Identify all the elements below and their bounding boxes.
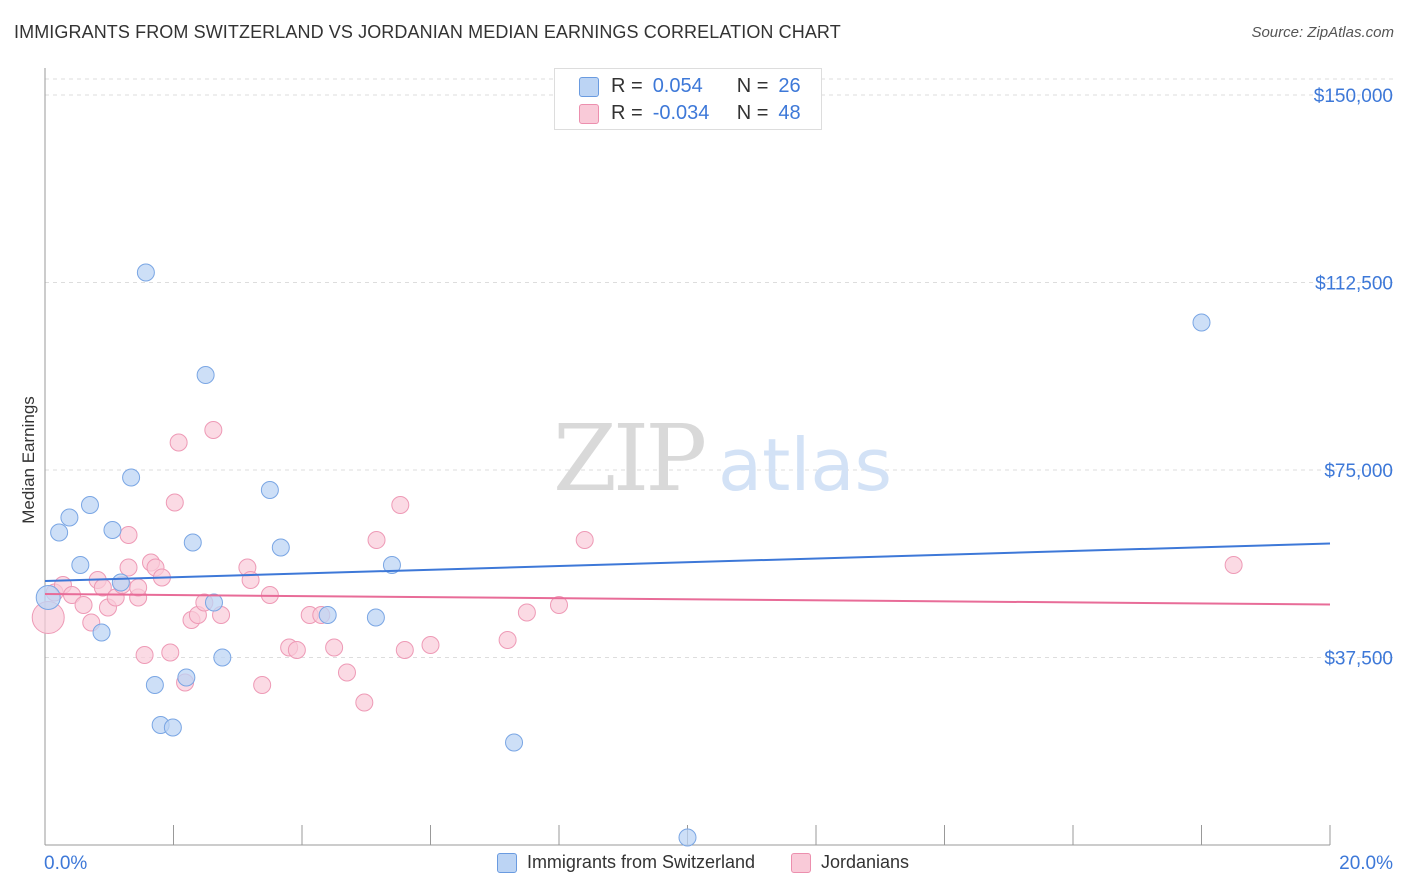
switzerland-point (111, 573, 130, 592)
switzerland-point (163, 718, 182, 737)
stats-swatch-pink (579, 103, 599, 124)
jordanians-point (575, 531, 594, 549)
legend-item-jordanians[interactable]: Jordanians (791, 852, 909, 873)
jordanians-trendline (44, 593, 1331, 606)
stats-n-label: N = (736, 102, 769, 124)
stats-row-switzerland: R = 0.054 N = 26 (579, 75, 801, 98)
switzerland-point (71, 556, 90, 574)
y-tick-label: $37,500 (1324, 649, 1393, 670)
stats-r-label: R = (611, 75, 643, 97)
switzerland-point (260, 481, 279, 499)
chart-legend: Immigrants from Switzerland Jordanians (0, 852, 1406, 873)
switzerland-point (366, 608, 385, 627)
source-credit: Source: ZipAtlas.com (1251, 24, 1394, 41)
switzerland-point (136, 263, 155, 282)
legend-label: Jordanians (821, 852, 910, 872)
jordanians-point (325, 638, 344, 657)
switzerland-point (196, 366, 215, 384)
y-axis-label: Median Earnings (19, 396, 38, 524)
jordanians-point (119, 558, 138, 577)
switzerland-point (271, 538, 290, 557)
switzerland-point (177, 668, 196, 687)
jordanians-point (119, 526, 138, 544)
jordanians-point (253, 676, 272, 694)
switzerland-point (505, 733, 524, 752)
stats-n-value: 48 (778, 102, 801, 124)
y-tick-label: $112,500 (1315, 274, 1393, 295)
stats-row-jordanians: R = -0.034 N = 48 (579, 102, 801, 125)
jordanians-point (1224, 556, 1243, 574)
stats-r-value: 0.054 (652, 75, 703, 97)
jordanians-point (550, 596, 568, 614)
stats-box: R = 0.054 N = 26 R = -0.034 N = 48 (554, 68, 822, 130)
jordanians-point (367, 531, 386, 549)
stats-n-label: N = (736, 75, 769, 97)
y-tick-label: $150,000 (1314, 86, 1393, 107)
x-tick-label: 20.0% (1339, 853, 1393, 874)
switzerland-point (1192, 313, 1211, 332)
jordanians-point (391, 496, 410, 514)
switzerland-point (213, 648, 232, 667)
jordanians-point (355, 693, 374, 712)
x-tick-label: 0.0% (44, 853, 87, 874)
switzerland-point (122, 468, 141, 487)
trend-layer (44, 542, 1331, 606)
y-tick-label: $75,000 (1324, 461, 1393, 482)
jordanians-point (395, 641, 414, 659)
tick-labels: $37,500 $75,000 $112,500 $150,000 0.0% 20.0% (44, 86, 1393, 874)
switzerland-trendline (44, 542, 1331, 582)
switzerland-point (382, 556, 401, 574)
stats-r-value: -0.034 (652, 102, 710, 124)
switzerland-points (35, 263, 1211, 847)
jordanians-point (204, 421, 223, 439)
jordanians-point (421, 636, 440, 654)
stats-swatch-blue (579, 76, 599, 97)
jordanians-point (498, 631, 517, 649)
legend-label: Immigrants from Switzerland (526, 852, 755, 872)
jordanians-point (161, 643, 180, 662)
stats-n-value: 26 (778, 75, 801, 97)
switzerland-point (35, 585, 61, 610)
switzerland-point (204, 593, 223, 612)
stats-r-label: R = (611, 102, 643, 124)
watermark-zip: ZIP (553, 405, 704, 512)
jordanians-point (287, 641, 306, 659)
watermark-atlas: atlas (718, 423, 892, 507)
switzerland-point (318, 606, 337, 624)
legend-swatch-blue (496, 852, 517, 873)
jordanians-point (129, 578, 148, 597)
legend-item-switzerland[interactable]: Immigrants from Switzerland (496, 852, 755, 873)
jordanians-point (74, 596, 93, 614)
switzerland-point (183, 533, 202, 552)
switzerland-point (103, 521, 122, 539)
switzerland-point (80, 496, 99, 514)
switzerland-point (50, 523, 69, 542)
switzerland-point (678, 828, 697, 847)
jordanians-point (337, 663, 356, 682)
chart-title: IMMIGRANTS FROM SWITZERLAND VS JORDANIAN… (14, 22, 841, 42)
switzerland-point (145, 676, 164, 694)
jordanians-point (165, 493, 184, 512)
switzerland-point (60, 508, 79, 527)
switzerland-point (92, 623, 111, 642)
jordanians-point (169, 433, 188, 452)
jordanians-point (517, 603, 536, 622)
jordanians-point (135, 646, 154, 664)
legend-swatch-pink (791, 852, 811, 873)
